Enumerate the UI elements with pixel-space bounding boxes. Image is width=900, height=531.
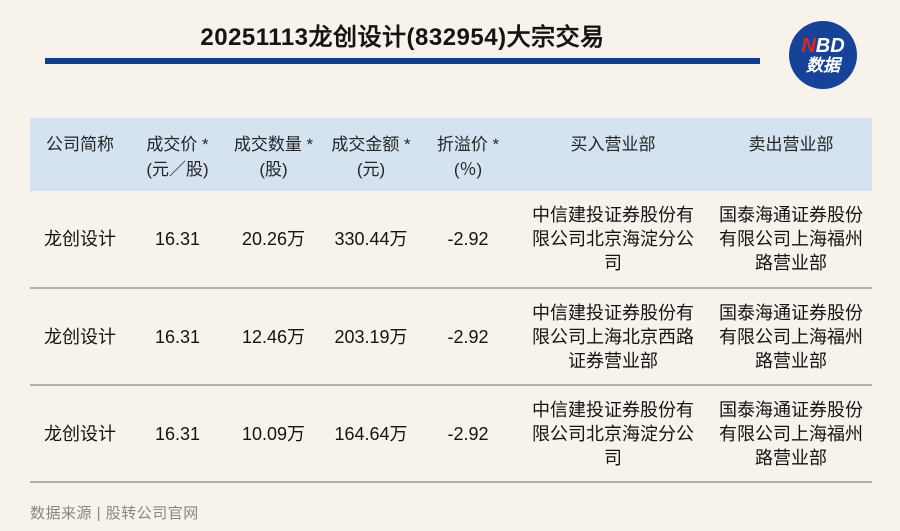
table-header-row: 公司简称 成交价 * (元／股) 成交数量 * (股) 成交金额 * (元) 折… bbox=[30, 118, 872, 191]
col-header-seller: 卖出营业部 bbox=[710, 118, 872, 191]
table-row: 龙创设计 16.31 10.09万 164.64万 -2.92 中信建投证券股份… bbox=[30, 385, 872, 482]
cell-seller: 国泰海通证券股份有限公司上海福州路营业部 bbox=[719, 302, 863, 371]
cell-volume: 20.26万 bbox=[241, 229, 306, 249]
cell-price: 16.31 bbox=[154, 326, 201, 347]
column-unit: (股) bbox=[259, 160, 288, 179]
column-unit: (元／股) bbox=[146, 160, 209, 179]
cell-price: 16.31 bbox=[154, 229, 201, 249]
cell-company: 龙创设计 bbox=[44, 229, 116, 249]
logo-text-n: N bbox=[801, 34, 816, 57]
cell-price: 16.31 bbox=[154, 423, 201, 444]
data-source: 数据来源 | 股转公司官网 bbox=[30, 505, 199, 522]
column-label: 成交金额 * bbox=[331, 135, 411, 154]
column-label: 折溢价 * bbox=[436, 135, 500, 154]
table-row: 龙创设计 16.31 12.46万 203.19万 -2.92 中信建投证券股份… bbox=[30, 288, 872, 385]
cell-buyer: 中信建投证券股份有限公司北京海淀分公司 bbox=[532, 399, 694, 468]
cell-seller: 国泰海通证券股份有限公司上海福州路营业部 bbox=[719, 399, 863, 468]
column-label: 买入营业部 bbox=[570, 135, 656, 154]
cell-buyer: 中信建投证券股份有限公司上海北京西路证券营业部 bbox=[532, 302, 694, 371]
column-label: 成交价 * bbox=[146, 135, 209, 154]
cell-amount: 164.64万 bbox=[334, 423, 408, 444]
logo-line-nbd: NBD bbox=[801, 35, 844, 57]
column-unit: (元) bbox=[356, 160, 386, 179]
col-header-company: 公司简称 bbox=[30, 118, 130, 191]
col-header-amount: 成交金额 * (元) bbox=[322, 118, 420, 191]
cell-premium: -2.92 bbox=[447, 423, 489, 444]
cell-premium: -2.92 bbox=[447, 229, 489, 249]
col-header-price: 成交价 * (元／股) bbox=[130, 118, 225, 191]
table-row: 龙创设计 16.31 20.26万 330.44万 -2.92 中信建投证券股份… bbox=[30, 191, 872, 288]
logo-text-data: 数据 bbox=[806, 55, 840, 75]
cell-company: 龙创设计 bbox=[44, 326, 116, 347]
page-title: 20251113龙创设计(832954)大宗交易 bbox=[200, 24, 605, 51]
cell-amount: 203.19万 bbox=[334, 326, 408, 347]
cell-seller: 国泰海通证券股份有限公司上海福州路营业部 bbox=[719, 205, 863, 273]
title-underline bbox=[45, 58, 760, 64]
cell-volume: 10.09万 bbox=[241, 423, 306, 444]
column-label: 公司简称 bbox=[46, 135, 114, 154]
column-label: 卖出营业部 bbox=[748, 135, 834, 154]
col-header-volume: 成交数量 * (股) bbox=[225, 118, 322, 191]
column-unit: (％) bbox=[453, 160, 483, 179]
column-label: 成交数量 * bbox=[233, 135, 314, 154]
cell-premium: -2.92 bbox=[447, 326, 489, 347]
col-header-buyer: 买入营业部 bbox=[516, 118, 710, 191]
block-trades-table: 公司简称 成交价 * (元／股) 成交数量 * (股) 成交金额 * (元) 折… bbox=[30, 118, 872, 483]
logo-text-bd: BD bbox=[815, 34, 845, 57]
cell-amount: 330.44万 bbox=[334, 229, 408, 249]
cell-buyer: 中信建投证券股份有限公司北京海淀分公司 bbox=[532, 205, 694, 273]
cell-company: 龙创设计 bbox=[44, 423, 116, 444]
cell-volume: 12.46万 bbox=[241, 326, 306, 347]
nbd-logo: NBD 数据 bbox=[789, 21, 857, 89]
col-header-premium: 折溢价 * (％) bbox=[420, 118, 516, 191]
